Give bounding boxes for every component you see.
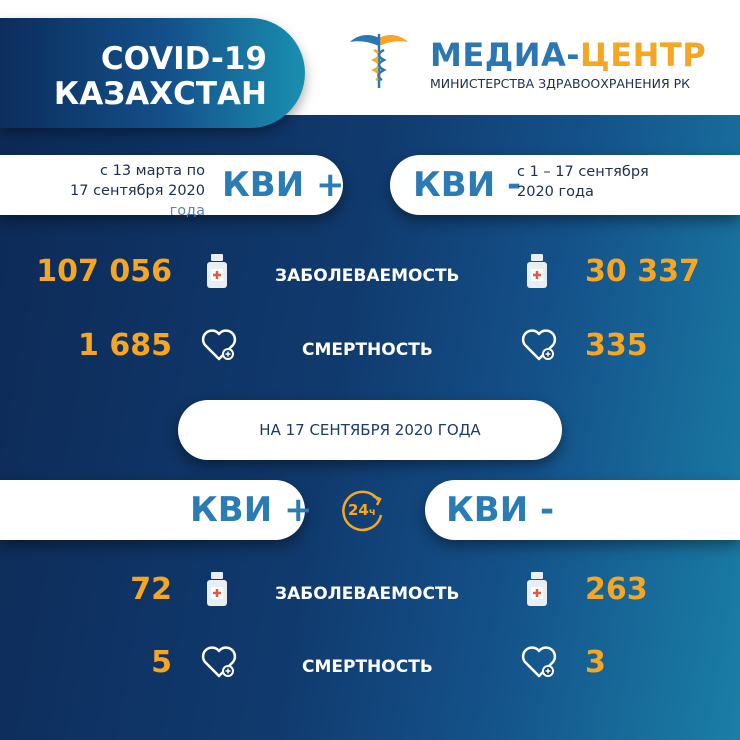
daily-negative-label: КВИ -	[446, 490, 555, 530]
heart-plus-icon	[520, 645, 558, 683]
title-line1: COVID-19	[100, 41, 267, 77]
medicine-bottle-icon	[205, 253, 229, 293]
negative-period-pill	[390, 155, 740, 215]
24h-icon: 24ч	[340, 488, 386, 534]
date-pill: НА 17 СЕНТЯБРЯ 2020 ГОДА	[178, 400, 562, 460]
period-line: года	[169, 203, 205, 219]
logo-part1: МЕДИА-	[430, 36, 581, 74]
daily-positive-deaths: 5	[151, 645, 172, 680]
heart-plus-icon	[200, 645, 238, 683]
heart-plus-icon	[200, 328, 238, 366]
medicine-bottle-icon	[525, 571, 549, 611]
title-banner: COVID-19 КАЗАХСТАН	[0, 18, 305, 128]
positive-period-pill	[0, 155, 343, 215]
negative-period: с 1 – 17 сентября 2020 года	[517, 162, 649, 202]
negative-label: КВИ -	[413, 165, 522, 205]
medicine-bottle-icon	[525, 253, 549, 293]
cases-label: ЗАБОЛЕВАЕМОСТЬ	[275, 266, 460, 286]
deaths-label: СМЕРТНОСТЬ	[302, 340, 433, 360]
badge-suffix: ч	[368, 507, 376, 518]
period-line: 17 сентября 2020	[70, 183, 205, 199]
period-line: с 1 – 17 сентября	[517, 164, 649, 180]
logo-subtitle: МИНИСТЕРСТВА ЗДРАВООХРАНЕНИЯ РК	[430, 76, 691, 91]
caduceus-icon	[350, 34, 408, 88]
daily-positive-cases: 72	[130, 572, 172, 607]
period-line: с 13 марта по	[100, 163, 205, 179]
period-line: 2020 года	[517, 184, 594, 200]
title-line2: КАЗАХСТАН	[53, 76, 267, 112]
daily-cases-label: ЗАБОЛЕВАЕМОСТЬ	[275, 584, 460, 604]
logo-part2: ЦЕНТР	[580, 36, 707, 74]
negative-deaths-total: 335	[585, 328, 648, 363]
heart-plus-icon	[520, 328, 558, 366]
daily-negative-pill	[425, 480, 740, 540]
badge-number: 24	[348, 501, 369, 519]
positive-deaths-total: 1 685	[78, 328, 172, 363]
positive-label: КВИ +	[222, 165, 345, 205]
positive-period: с 13 марта по 17 сентября 2020 года	[40, 161, 205, 221]
daily-negative-deaths: 3	[585, 645, 606, 680]
daily-positive-label: КВИ +	[190, 490, 313, 530]
daily-negative-cases: 263	[585, 572, 648, 607]
daily-deaths-label: СМЕРТНОСТЬ	[302, 657, 433, 677]
medicine-bottle-icon	[205, 571, 229, 611]
positive-cases-total: 107 056	[36, 254, 172, 289]
logo-title: МЕДИА-ЦЕНТР	[430, 36, 706, 74]
negative-cases-total: 30 337	[585, 254, 700, 289]
daily-positive-pill	[0, 480, 305, 540]
